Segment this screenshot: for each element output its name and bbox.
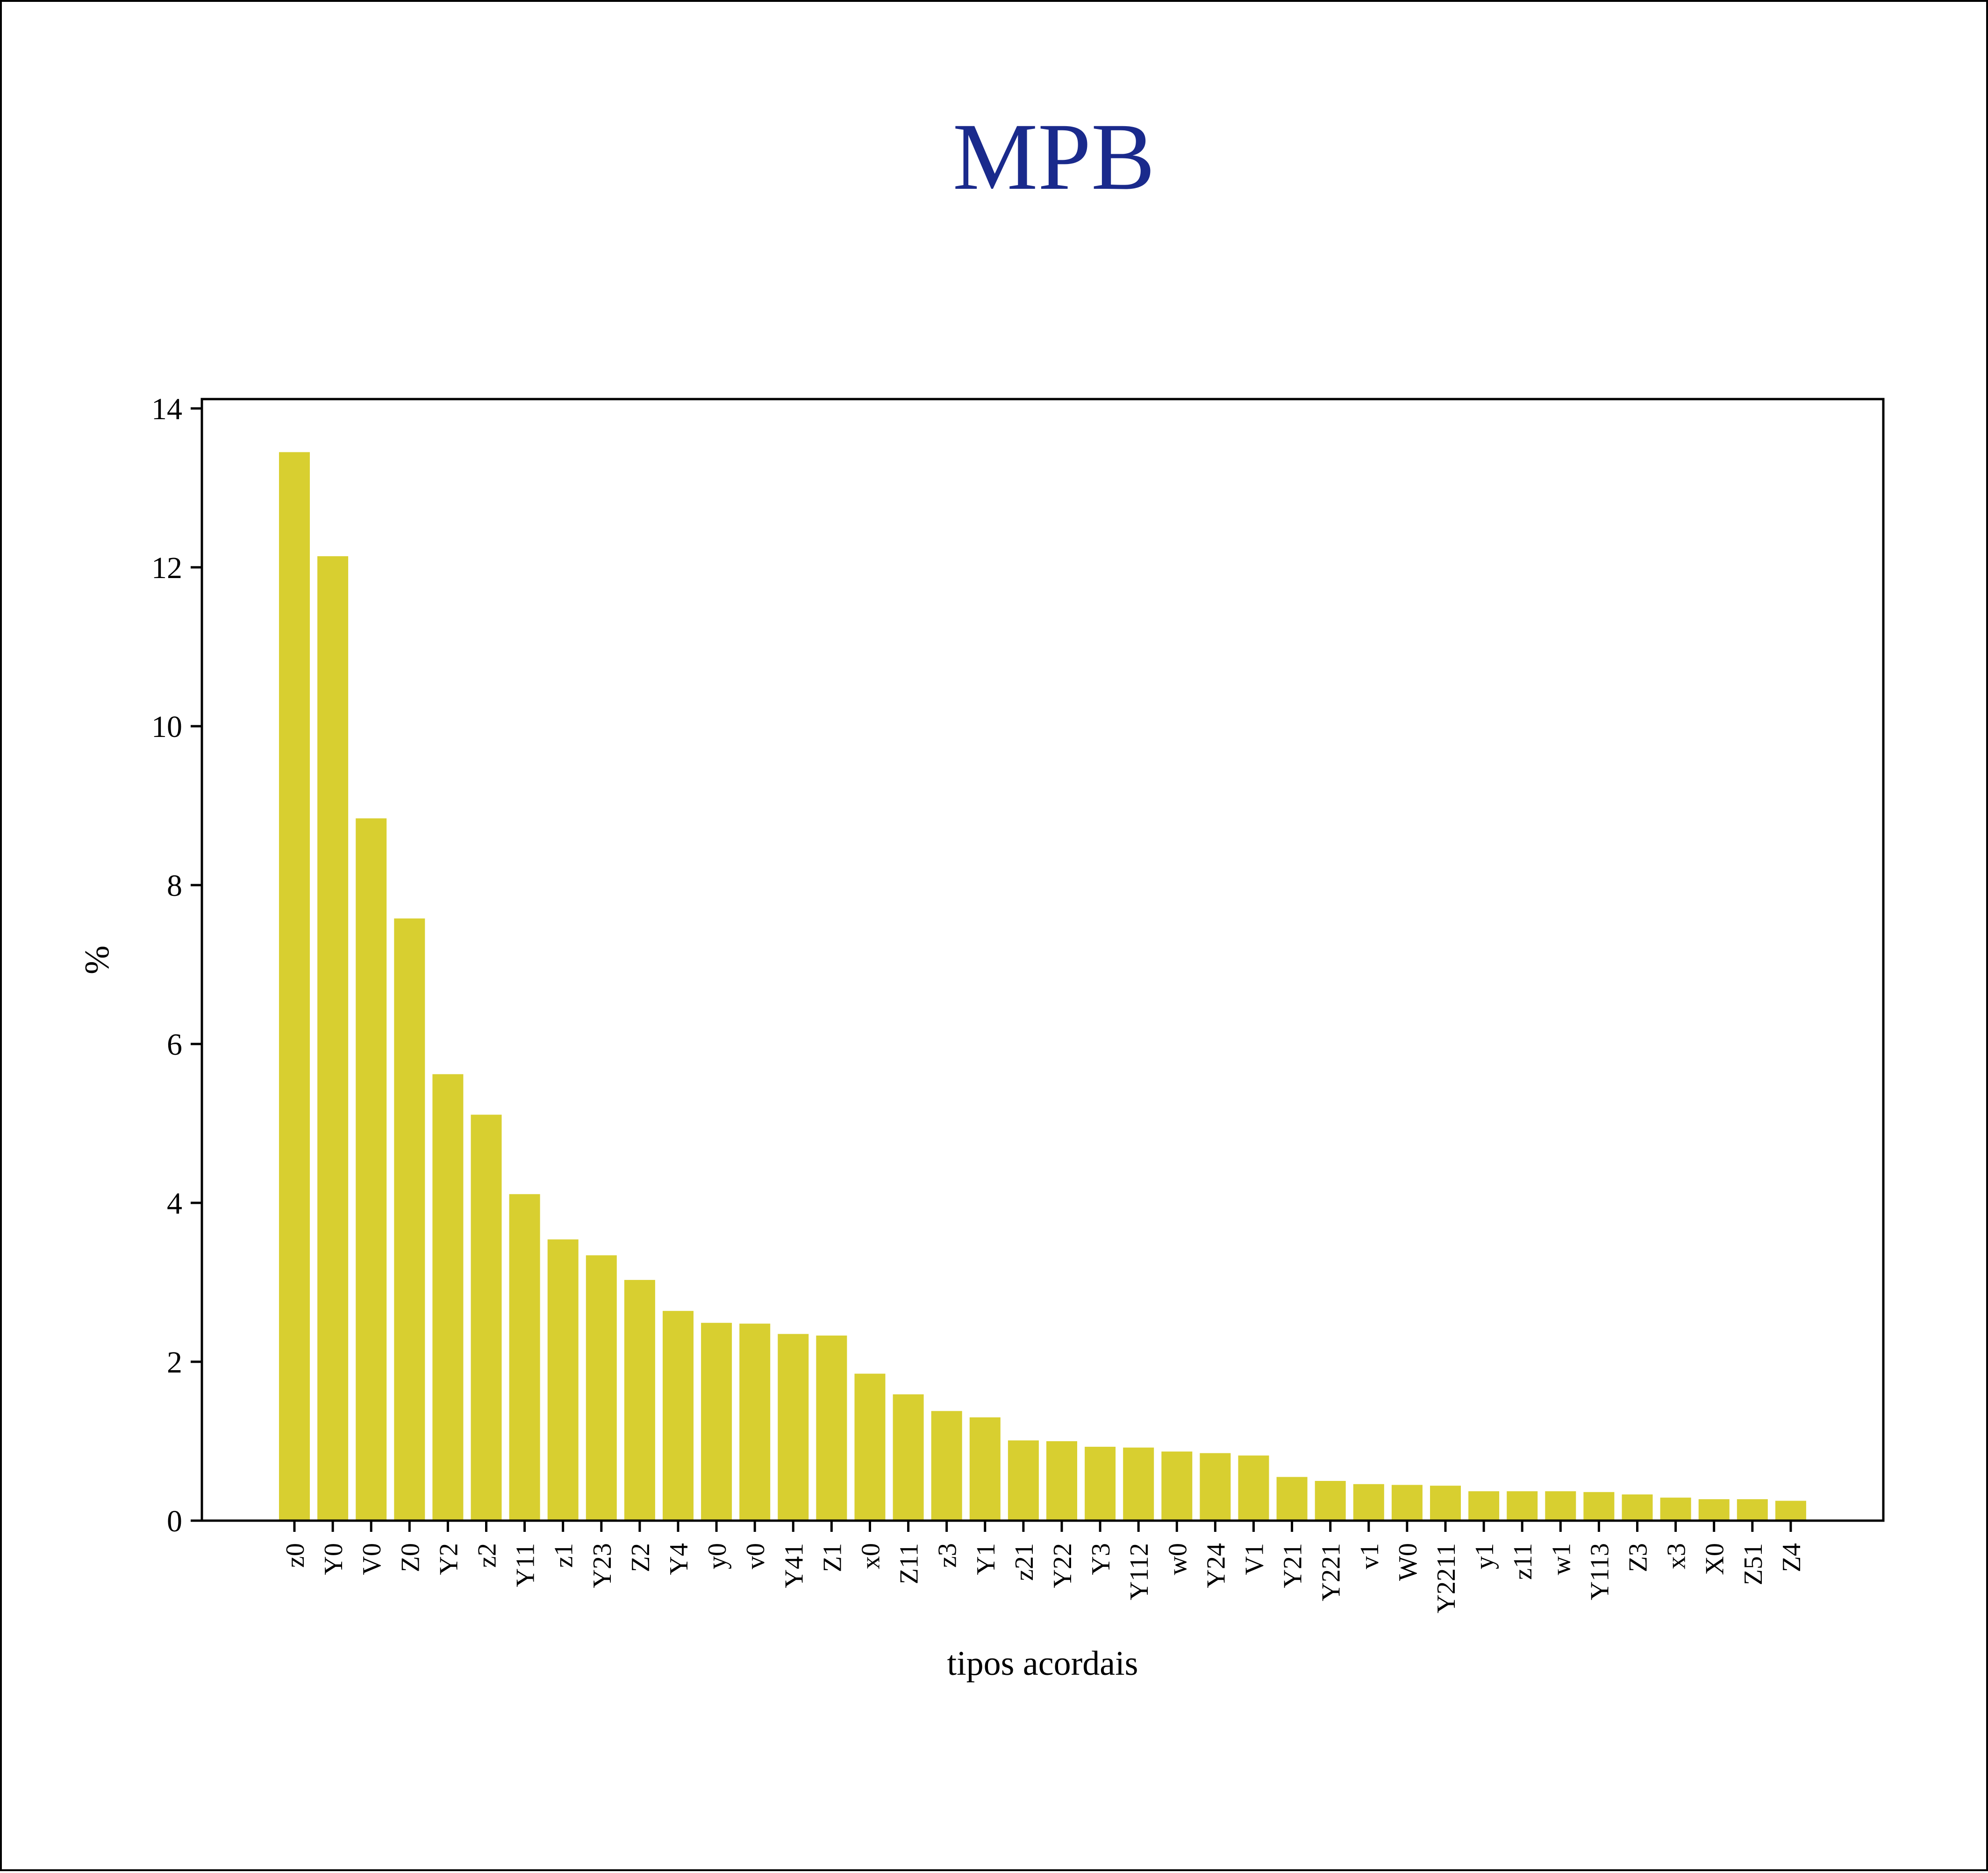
x-tick-label: w0 <box>1163 1543 1192 1575</box>
y-tick-label: 8 <box>167 869 182 903</box>
bar-Z3 <box>1622 1494 1653 1521</box>
y-axis: 0 2 4 6 8 10 12 14 <box>151 392 202 1538</box>
x-tick-label: Z1 <box>818 1543 847 1572</box>
bar-x3 <box>1660 1497 1691 1521</box>
bar-Y11 <box>509 1194 540 1521</box>
x-tick-label: Y0 <box>319 1543 348 1575</box>
bar-Z0 <box>394 918 425 1521</box>
x-tick-label: Y2211 <box>1432 1543 1461 1613</box>
x-tick-label: z2 <box>473 1543 502 1568</box>
bar-Z11 <box>893 1394 924 1521</box>
x-axis-title: tipos acordais <box>947 1644 1138 1683</box>
x-axis: z0 Y0 V0 Z0 Y2 z2 Y11 z1 Y23 Z2 Y4 y0 v0 Y41 Z1 x0 Z11 z3… <box>281 1521 1806 1613</box>
x-tick-label: z21 <box>1010 1543 1039 1581</box>
bar-Y22 <box>1046 1441 1077 1521</box>
x-tick-label: Y41 <box>779 1543 808 1588</box>
x-tick-label: x3 <box>1662 1543 1691 1569</box>
x-tick-label: x0 <box>857 1543 886 1569</box>
bar-z1 <box>547 1239 579 1521</box>
y-tick-label: 6 <box>167 1028 182 1062</box>
bar-Y2211 <box>1430 1486 1461 1521</box>
bar-Y2 <box>432 1074 464 1521</box>
x-tick-label: Z3 <box>1624 1543 1653 1572</box>
x-tick-label: v0 <box>741 1543 770 1569</box>
bar-z3 <box>931 1411 962 1521</box>
x-tick-label: Z51 <box>1739 1543 1768 1585</box>
bar-Z4 <box>1775 1501 1806 1521</box>
x-tick-label: V1 <box>1240 1543 1269 1575</box>
x-tick-label: z0 <box>281 1543 310 1568</box>
bar-z2 <box>471 1115 502 1521</box>
x-tick-label: Y221 <box>1317 1543 1346 1601</box>
y-tick-label: 0 <box>167 1504 182 1538</box>
bar-Y113 <box>1583 1492 1615 1521</box>
y-tick-label: 4 <box>167 1187 182 1221</box>
bar-Y21 <box>1276 1477 1308 1521</box>
bar-V0 <box>356 818 387 1521</box>
x-tick-label: z3 <box>933 1543 962 1568</box>
x-tick-label: Z11 <box>895 1543 924 1584</box>
x-tick-label: W0 <box>1394 1543 1423 1581</box>
bar-v1 <box>1353 1484 1384 1521</box>
x-tick-label: Y11 <box>511 1543 540 1587</box>
bar-y0 <box>701 1323 732 1521</box>
x-tick-label: z1 <box>550 1543 579 1568</box>
x-tick-label: Z0 <box>396 1543 425 1572</box>
x-tick-label: Y113 <box>1585 1543 1614 1600</box>
x-tick-label: y1 <box>1470 1543 1499 1569</box>
bar-Y112 <box>1123 1447 1154 1521</box>
bar-W0 <box>1391 1485 1423 1521</box>
y-tick-label: 2 <box>167 1345 182 1380</box>
bar-v0 <box>739 1323 771 1521</box>
bar-Z51 <box>1737 1499 1768 1521</box>
bar-Y41 <box>778 1334 809 1521</box>
bar-w1 <box>1545 1491 1576 1521</box>
x-tick-label: Y112 <box>1125 1543 1154 1600</box>
x-tick-label: Y2 <box>434 1543 463 1575</box>
bar-Z1 <box>816 1335 847 1521</box>
y-tick-label: 10 <box>151 710 182 744</box>
x-tick-label: X0 <box>1701 1543 1730 1575</box>
bar-Y3 <box>1085 1446 1116 1521</box>
bar-Y24 <box>1200 1453 1231 1521</box>
y-tick-label: 14 <box>151 392 182 426</box>
bar-w0 <box>1161 1451 1193 1521</box>
x-tick-label: v1 <box>1355 1543 1384 1569</box>
x-tick-label: Y23 <box>588 1543 617 1588</box>
x-tick-label: Z2 <box>626 1543 655 1572</box>
x-tick-label: y0 <box>703 1543 732 1569</box>
bar-Y4 <box>663 1311 694 1521</box>
x-tick-label: Y21 <box>1279 1543 1308 1588</box>
bars-group <box>279 452 1806 1521</box>
x-tick-label: V0 <box>358 1543 386 1575</box>
y-axis-title: % <box>78 945 116 974</box>
x-tick-label: w1 <box>1547 1543 1576 1575</box>
bar-Y0 <box>317 556 349 1521</box>
chart-title: MPB <box>952 104 1155 210</box>
y-tick-label: 12 <box>151 551 182 585</box>
x-tick-label: Y3 <box>1087 1543 1116 1575</box>
bar-z0 <box>279 452 310 1521</box>
bar-y1 <box>1468 1491 1500 1521</box>
x-tick-label: Y22 <box>1048 1543 1077 1588</box>
plot-area-frame <box>200 398 1885 1522</box>
x-tick-label: Y1 <box>972 1543 1001 1575</box>
x-tick-label: Z4 <box>1777 1543 1806 1572</box>
bar-Z2 <box>624 1280 655 1521</box>
bar-z21 <box>1008 1440 1039 1521</box>
bar-Y221 <box>1315 1481 1346 1521</box>
bar-V1 <box>1238 1455 1269 1521</box>
bar-z11 <box>1507 1491 1538 1521</box>
x-tick-label: Y4 <box>665 1543 694 1575</box>
bar-Y1 <box>969 1417 1001 1521</box>
bar-Y23 <box>586 1255 617 1521</box>
bar-x0 <box>854 1373 886 1521</box>
x-tick-label: z11 <box>1509 1543 1537 1580</box>
x-tick-label: Y24 <box>1201 1543 1230 1588</box>
bar-X0 <box>1698 1499 1730 1521</box>
